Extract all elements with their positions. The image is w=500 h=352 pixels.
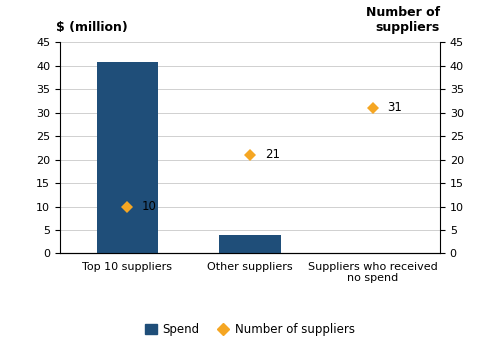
Text: 10: 10 <box>142 200 157 213</box>
Bar <box>220 235 280 253</box>
Text: 21: 21 <box>264 149 280 161</box>
Text: 31: 31 <box>388 101 402 114</box>
Text: $ (million): $ (million) <box>56 21 128 34</box>
Text: Number of
suppliers: Number of suppliers <box>366 6 440 34</box>
Bar <box>97 62 158 253</box>
Legend: Spend, Number of suppliers: Spend, Number of suppliers <box>140 319 360 341</box>
